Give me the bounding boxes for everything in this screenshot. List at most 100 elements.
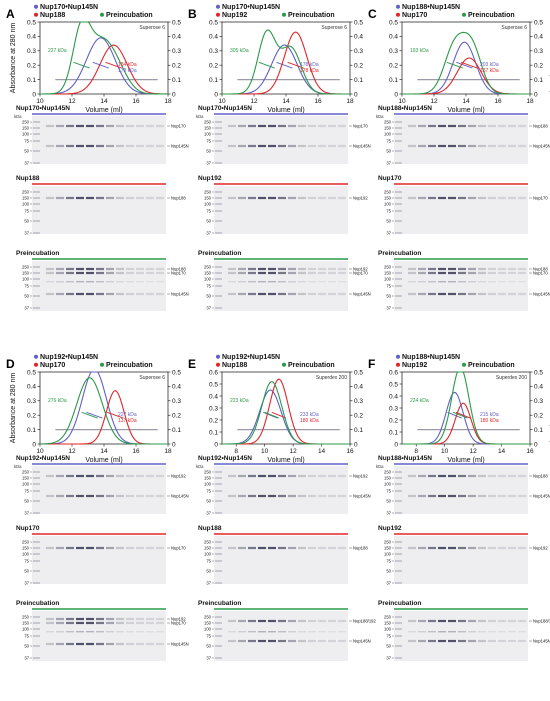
- gel-band: [288, 619, 296, 623]
- panel-letter: D: [6, 357, 15, 371]
- gel-band: [518, 639, 526, 643]
- x-tick-label: 16: [346, 448, 354, 455]
- gel-band: [428, 267, 436, 271]
- gel-band: [488, 494, 496, 498]
- legend-dot: [396, 12, 400, 17]
- y-tick-label: 0.5: [209, 19, 218, 26]
- ladder-band: [215, 162, 222, 164]
- gel-band: [228, 546, 236, 550]
- gel-band: [106, 617, 114, 621]
- gel-band: [136, 267, 144, 271]
- ladder-label: 50: [206, 293, 211, 298]
- y-axis-label: Absorbance at 280 nm: [10, 23, 17, 94]
- gel-background: [394, 186, 528, 234]
- gel-band: [498, 619, 506, 623]
- ladder-label: 50: [386, 643, 391, 648]
- ladder-band: [395, 483, 402, 485]
- ladder-label: 50: [206, 218, 211, 223]
- legend-label: Preincubation: [288, 12, 335, 19]
- ladder-band: [33, 547, 40, 549]
- gel-band: [238, 546, 246, 550]
- band-label: Nup170: [171, 270, 186, 275]
- legend-label: Nup192: [402, 362, 427, 369]
- gel-band: [268, 267, 276, 271]
- gel-band: [318, 124, 326, 128]
- y-tick-label: 0.2: [209, 417, 218, 424]
- ladder-label: 250: [22, 264, 30, 269]
- gel-background: [32, 116, 166, 164]
- gel-band: [478, 267, 486, 271]
- ladder-band: [33, 512, 40, 514]
- ladder-band: [215, 471, 222, 473]
- gel-band: [238, 281, 246, 283]
- gel-band: [46, 617, 54, 621]
- ladder-band: [33, 150, 40, 152]
- ladder-label: 37: [206, 580, 211, 585]
- gel-band: [488, 292, 496, 296]
- ladder-label: 37: [386, 230, 391, 235]
- ladder-label: 250: [384, 539, 392, 544]
- gel-band: [278, 271, 286, 275]
- ladder-band: [215, 635, 222, 637]
- ladder-label: 75: [206, 558, 211, 563]
- gel-band: [106, 621, 114, 625]
- ladder-band: [215, 500, 222, 502]
- column-label: Superdex 200: [496, 375, 527, 381]
- gel-band: [428, 292, 436, 296]
- legend-dot: [462, 12, 466, 17]
- legend-dot: [282, 362, 286, 367]
- ladder-label: 37: [386, 305, 391, 310]
- series-line-green: [402, 371, 530, 445]
- gel-band: [268, 196, 276, 200]
- ladder-label: 100: [384, 276, 392, 281]
- gel-band: [408, 494, 416, 498]
- gel-band: [156, 617, 164, 621]
- gel-band: [448, 619, 456, 623]
- ladder-band: [215, 657, 222, 659]
- ladder-label: 50: [24, 293, 29, 298]
- y2-tick-label: 0: [172, 441, 176, 448]
- gel-band: [228, 271, 236, 275]
- gel-band: [308, 474, 316, 478]
- y-tick-label: 0.2: [389, 63, 398, 70]
- ladder-label: 75: [206, 633, 211, 638]
- gel-band: [288, 144, 296, 148]
- ladder-label: 75: [386, 138, 391, 143]
- gel-band: [428, 271, 436, 275]
- gel-band: [498, 639, 506, 643]
- gel-band: [96, 642, 104, 646]
- gel-band: [468, 144, 476, 148]
- gel-band: [258, 281, 266, 283]
- ladder-label: 250: [384, 264, 392, 269]
- legend-dot: [34, 4, 38, 9]
- gel-band: [518, 267, 526, 271]
- gel-band: [468, 281, 476, 283]
- gel-band: [428, 639, 436, 643]
- mw-trace-red: [455, 411, 471, 419]
- x-tick-label: 14: [462, 98, 470, 105]
- x-tick-label: 10: [36, 98, 44, 105]
- y2-tick-label: 0.2: [172, 413, 181, 420]
- ladder-label: 37: [24, 655, 29, 660]
- gel-band: [428, 196, 436, 200]
- gel-band: [308, 281, 316, 283]
- ladder-label: 37: [206, 305, 211, 310]
- gel-band: [156, 642, 164, 646]
- gel-band: [46, 196, 54, 200]
- gel-band: [76, 642, 84, 646]
- x-axis-label: Volume (ml): [447, 457, 484, 464]
- gel-band: [408, 267, 416, 271]
- band-label: Nup170: [171, 620, 186, 625]
- ladder-label: 250: [204, 539, 212, 544]
- gel-band: [96, 621, 104, 625]
- gel-band: [508, 619, 516, 623]
- y-tick-label: 0.5: [27, 369, 36, 376]
- x-tick-label: 18: [526, 98, 534, 105]
- gel-band: [136, 292, 144, 296]
- gel-band: [518, 144, 526, 148]
- band-label: Nup188/192: [533, 618, 550, 623]
- y2-tick-label: 0.1: [172, 427, 181, 434]
- gel-band: [408, 474, 416, 478]
- x-axis-label: Volume (ml): [447, 107, 484, 114]
